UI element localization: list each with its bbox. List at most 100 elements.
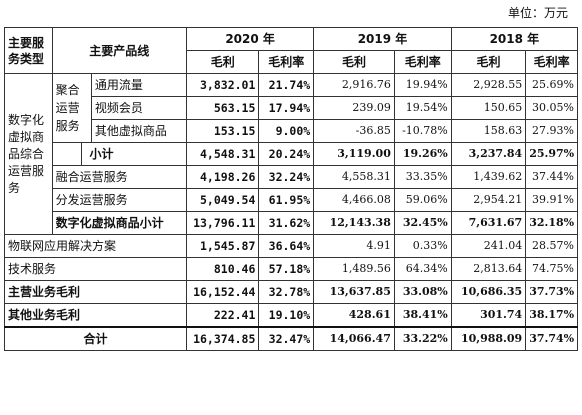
cell-value: 2,813.64 [450,257,527,281]
cell-value: 19.10% [258,303,315,328]
cell-value: 39.91% [525,188,578,212]
table-row-total: 主营业务毛利 16,152.44 32.78% 13,637.85 33.08%… [3,280,578,304]
cell-value: 239.09 [313,96,395,120]
cell-value: 150.65 [450,96,527,120]
table-row: 物联网应用解决方案 1,545.87 36.64% 4.91 0.33% 241… [3,234,578,258]
header-margin: 毛利率 [393,50,452,74]
row-label: 其他业务毛利 [3,303,188,328]
cell-value: 0.33% [393,234,452,258]
cell-value: 563.15 [186,96,260,120]
header-year-2020: 2020 年 [186,27,315,51]
cell-value: 74.75% [525,257,578,281]
cell-value: 61.95% [258,188,315,212]
cell-value: 810.46 [186,257,260,281]
cell-value: 222.41 [186,303,260,328]
cell-value: 2,954.21 [450,188,527,212]
cell-value: 10,988.09 [450,326,527,351]
cell-value: 1,545.87 [186,234,260,258]
header-product-line: 主要产品线 [51,27,188,74]
cell-value: 17.94% [258,96,315,120]
table-row-total: 其他业务毛利 222.41 19.10% 428.61 38.41% 301.7… [3,303,578,328]
header-gross: 毛利 [186,50,260,74]
cell-value: 28.57% [525,234,578,258]
cell-value: 37.44% [525,165,578,189]
cell-value: 31.62% [258,211,315,235]
cell-value: 4,548.31 [186,142,260,166]
cell-value: 16,152.44 [186,280,260,304]
cell-value: 32.24% [258,165,315,189]
cell-value: 2,916.76 [313,73,395,97]
row-label: 主营业务毛利 [3,280,188,304]
cell-value: 64.34% [393,257,452,281]
row-label: 数字化虚拟商品小计 [51,211,188,235]
group-digital: 数字化虚拟商品综合运营服务 [4,73,53,235]
cell-value: 13,637.85 [313,280,395,304]
cell-value: 32.47% [258,326,315,351]
table-row-grand-total: 合计 16,374.85 32.47% 14,066.47 33.22% 10,… [3,326,578,351]
cell-value: 21.74% [258,73,315,97]
cell-value: 1,439.62 [450,165,527,189]
cell-value: 32.78% [258,280,315,304]
cell-value: 16,374.85 [186,326,260,351]
cell-value: 10,686.35 [450,280,527,304]
header-margin: 毛利率 [258,50,315,74]
spacer-cell [51,142,82,166]
gross-profit-table: 主要服务类型 主要产品线 2020 年 2019 年 2018 年 毛利 毛利率… [3,27,579,351]
cell-value: 7,631.67 [450,211,527,235]
table-row: 融合运营服务 4,198.26 32.24% 4,558.31 33.35% 1… [5,165,578,189]
cell-value: 36.64% [258,234,315,258]
cell-value: 428.61 [313,303,395,328]
cell-value: 9.00% [258,119,315,143]
cell-value: 37.74% [525,326,578,351]
header-row-metrics: 毛利 毛利率 毛利 毛利率 毛利 毛利率 [5,50,578,74]
header-margin: 毛利率 [525,50,578,74]
cell-value: 3,237.84 [450,142,527,166]
cell-value: 241.04 [450,234,527,258]
cell-value: 14,066.47 [313,326,395,351]
group-aggregation: 聚合运营服务 [51,73,92,143]
cell-value: -10.78% [393,119,452,143]
cell-value: 301.74 [450,303,527,328]
cell-value: 27.93% [525,119,578,143]
cell-value: 13,796.11 [186,211,260,235]
header-year-2018: 2018 年 [450,27,579,51]
cell-value: 5,049.54 [186,188,260,212]
header-year-2019: 2019 年 [313,27,452,51]
row-label: 技术服务 [3,257,188,281]
table-row: 其他虚拟商品 153.15 9.00% -36.85 -10.78% 158.6… [5,119,578,143]
unit-label: 单位：万元 [507,6,568,20]
cell-value: -36.85 [313,119,395,143]
cell-value: 153.15 [186,119,260,143]
cell-value: 19.54% [393,96,452,120]
cell-value: 4,558.31 [313,165,395,189]
cell-value: 32.18% [525,211,578,235]
header-service-type: 主要服务类型 [4,27,53,74]
row-label: 其他虚拟商品 [90,119,188,143]
cell-value: 3,119.00 [313,142,395,166]
cell-value: 57.18% [258,257,315,281]
cell-value: 30.05% [525,96,578,120]
cell-value: 32.45% [393,211,452,235]
cell-value: 33.22% [393,326,452,351]
cell-value: 4.91 [313,234,395,258]
row-label: 合计 [3,326,188,351]
table-row-subtotal: 数字化虚拟商品小计 13,796.11 31.62% 12,143.38 32.… [5,211,578,235]
cell-value: 4,198.26 [186,165,260,189]
cell-value: 25.97% [525,142,578,166]
table-row-subtotal: 小计 4,548.31 20.24% 3,119.00 19.26% 3,237… [5,142,578,166]
cell-value: 33.35% [393,165,452,189]
cell-value: 59.06% [393,188,452,212]
cell-value: 1,489.56 [313,257,395,281]
cell-value: 38.17% [525,303,578,328]
cell-value: 3,832.01 [186,73,260,97]
table-row: 分发运营服务 5,049.54 61.95% 4,466.08 59.06% 2… [5,188,578,212]
cell-value: 25.69% [525,73,578,97]
cell-value: 37.73% [525,280,578,304]
header-gross: 毛利 [450,50,527,74]
header-gross: 毛利 [313,50,395,74]
row-label: 通用流量 [90,73,188,97]
row-label: 小计 [80,142,188,166]
cell-value: 19.26% [393,142,452,166]
cell-value: 4,466.08 [313,188,395,212]
table-row: 视频会员 563.15 17.94% 239.09 19.54% 150.65 … [5,96,578,120]
